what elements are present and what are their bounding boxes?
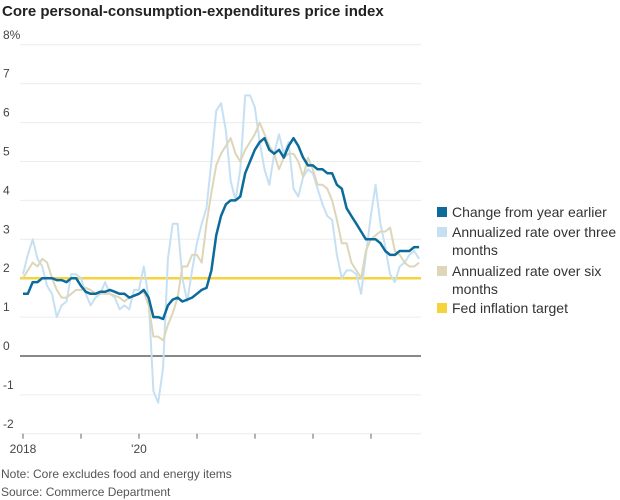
legend-item-yoy: Change from year earlier — [437, 203, 620, 221]
y-tick-label: 7 — [3, 67, 10, 81]
series-line-change-from-year-earlier — [23, 136, 420, 321]
y-tick-label: 8% — [3, 28, 21, 42]
legend-label: Change from year earlier — [452, 204, 607, 220]
source-text: Source: Commerce Department — [1, 485, 171, 499]
chart-title: Core personal-consumption-expenditures p… — [2, 3, 384, 20]
y-tick-label: 6 — [3, 106, 10, 120]
y-tick-label: 1 — [3, 300, 10, 314]
y-tick-label: -2 — [3, 417, 14, 431]
legend-swatch — [437, 207, 447, 217]
legend-swatch — [437, 303, 447, 313]
legend-label: Annualized rate over three months — [452, 224, 617, 258]
legend-label: Fed inflation target — [452, 300, 568, 316]
x-tick-label: 2018 — [10, 442, 37, 456]
legend-item-six-month: Annualized rate over six months — [437, 262, 620, 298]
y-tick-label: 3 — [3, 222, 10, 236]
series-line-annualized-rate-over-six-months — [22, 121, 420, 342]
legend-item-fed-target: Fed inflation target — [437, 299, 620, 317]
x-tick-label: '20 — [131, 442, 147, 456]
y-tick-label: 5 — [3, 145, 10, 159]
y-tick-label: 0 — [3, 339, 10, 353]
legend-label: Annualized rate over six months — [452, 263, 602, 297]
y-tick-label: -1 — [3, 378, 14, 392]
series-line-annualized-rate-over-three-months — [22, 94, 420, 404]
legend-item-three-month: Annualized rate over three months — [437, 223, 620, 259]
y-tick-label: 2 — [3, 261, 10, 275]
legend-swatch — [437, 266, 447, 276]
note-text: Note: Core excludes food and energy item… — [1, 467, 232, 481]
y-tick-label: 4 — [3, 183, 10, 197]
legend-swatch — [437, 227, 447, 237]
